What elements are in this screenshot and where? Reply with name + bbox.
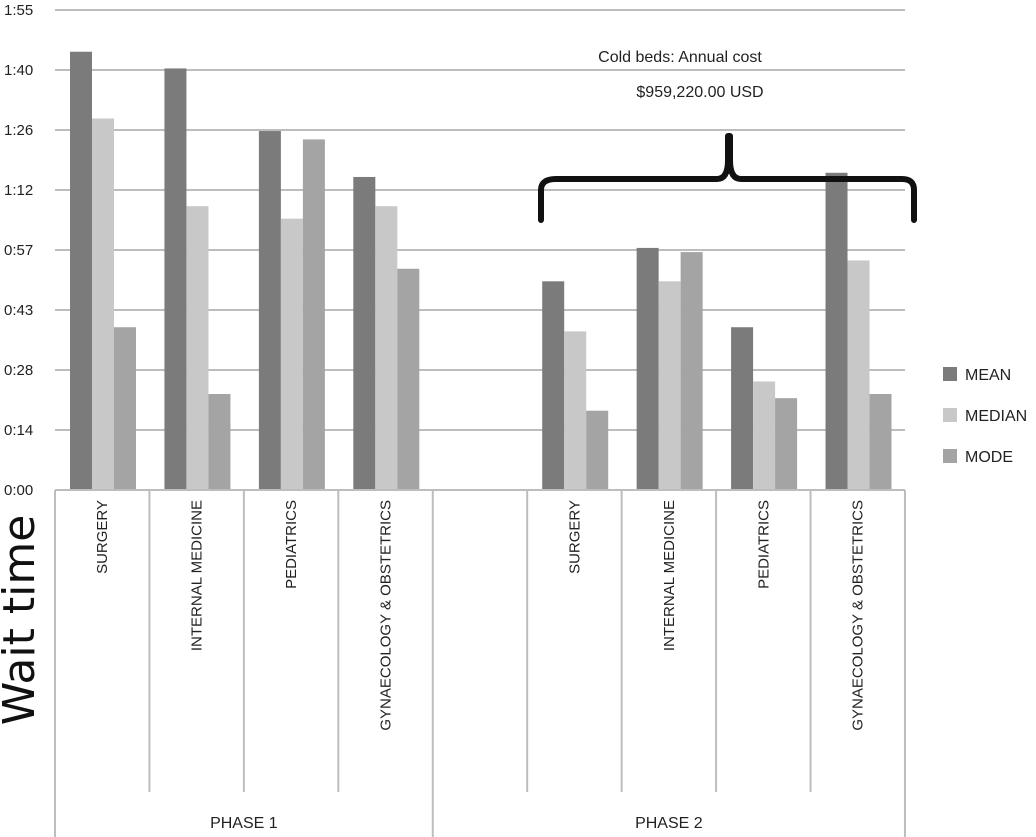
- bars: [70, 51, 892, 491]
- legend: MEAN MEDIAN MODE: [943, 367, 1027, 466]
- category-label: PEDIATRICS: [283, 500, 300, 589]
- group-labels: PHASE 1 PHASE 2: [210, 815, 703, 832]
- legend-swatch-mode: [943, 449, 957, 463]
- bar-mean: [825, 172, 848, 491]
- y-axis-ticks: 0:00 0:14 0:28 0:43 0:57 1:12 1:26 1:40 1:55: [4, 2, 33, 499]
- y-tick-label: 1:40: [4, 62, 33, 79]
- category-label: GYNAECOLOGY & OBSTETRICS: [850, 500, 867, 731]
- bar-mode: [586, 410, 609, 490]
- legend-swatch-median: [943, 408, 957, 422]
- category-axis: [54, 489, 906, 837]
- group-label: PHASE 2: [635, 815, 703, 832]
- bar-mean: [70, 51, 92, 490]
- annotation-brace: [538, 133, 917, 223]
- bar-median: [564, 331, 587, 490]
- bar-median: [847, 260, 870, 490]
- bar-mode: [114, 327, 136, 490]
- y-tick-label: 1:12: [4, 182, 33, 199]
- category-labels: SURGERY INTERNAL MEDICINE PEDIATRICS GYNAEC…: [94, 500, 867, 731]
- y-tick-label: 0:43: [4, 302, 33, 319]
- bar-mean: [164, 68, 187, 490]
- legend-label: MODE: [965, 449, 1013, 466]
- legend-swatch-mean: [943, 367, 957, 381]
- category-label: INTERNAL MEDICINE: [661, 500, 678, 651]
- bar-mode: [775, 398, 798, 490]
- y-tick-label: 0:00: [4, 482, 33, 499]
- bar-mean: [258, 131, 281, 491]
- bar-mode: [208, 394, 231, 490]
- bar-mean: [542, 281, 565, 490]
- bar-median: [753, 381, 776, 490]
- category-label: GYNAECOLOGY & OBSTETRICS: [378, 500, 395, 731]
- y-tick-label: 0:57: [4, 242, 33, 259]
- bar-mode: [869, 394, 892, 490]
- bar-median: [375, 206, 398, 490]
- bar-mean: [353, 176, 376, 490]
- bar-mode: [397, 268, 420, 490]
- bar-mode: [680, 252, 703, 490]
- legend-label: MEDIAN: [965, 408, 1027, 425]
- category-label: INTERNAL MEDICINE: [189, 500, 206, 651]
- y-tick-label: 0:28: [4, 362, 33, 379]
- bar-mode: [302, 139, 325, 491]
- y-tick-label: 1:26: [4, 122, 33, 139]
- y-tick-label: 1:55: [4, 2, 33, 19]
- bar-median: [280, 218, 303, 490]
- bar-median: [186, 206, 209, 490]
- annotation-value: $959,220.00 USD: [636, 84, 763, 101]
- category-label: PEDIATRICS: [755, 500, 772, 589]
- annotation-title: Cold beds: Annual cost: [598, 49, 762, 66]
- bar-mean: [636, 247, 659, 490]
- legend-label: MEAN: [965, 367, 1011, 384]
- bar-median: [92, 118, 114, 491]
- y-axis-label: Wait time: [0, 515, 45, 726]
- category-label: SURGERY: [566, 500, 583, 574]
- bar-median: [658, 281, 681, 490]
- bar-mean: [731, 327, 754, 490]
- y-tick-label: 0:14: [4, 422, 33, 439]
- category-label: SURGERY: [94, 500, 111, 574]
- group-label: PHASE 1: [210, 815, 278, 832]
